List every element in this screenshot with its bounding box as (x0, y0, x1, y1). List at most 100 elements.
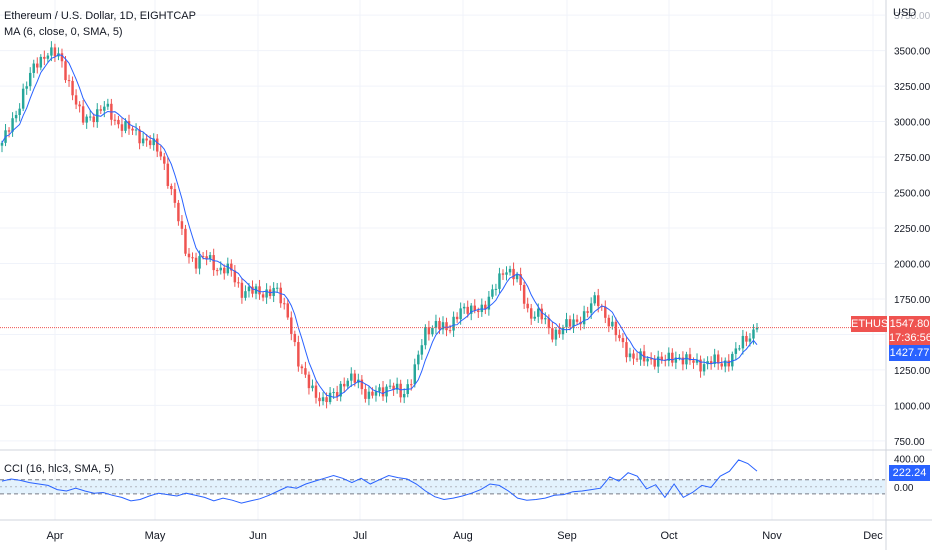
candle (374, 385, 378, 402)
candle-body (360, 379, 364, 390)
candle-body (540, 308, 544, 320)
candle (674, 351, 678, 370)
candle (618, 329, 621, 342)
candle-body (727, 360, 731, 367)
candle-body (265, 289, 268, 298)
countdown-tag: 17:36:56 (889, 330, 932, 346)
candle-body (529, 308, 533, 319)
y-tick-label: 1250.00 (894, 366, 931, 377)
candle-body (342, 383, 346, 387)
candle (688, 347, 692, 365)
cci-legend[interactable]: CCI (16, hlc3, SMA, 5) (4, 463, 115, 475)
candle-body (604, 306, 607, 318)
candle-body (325, 397, 328, 403)
candle-body (103, 106, 106, 111)
candle-body (381, 387, 385, 397)
candle-body (427, 327, 431, 335)
candle (141, 132, 145, 147)
candle (46, 52, 50, 63)
candle-body (748, 338, 752, 342)
candle-body (367, 391, 371, 399)
candle-body (554, 329, 558, 340)
candle-body (244, 291, 247, 298)
candle-body (88, 116, 92, 118)
x-tick-label: Jul (353, 530, 367, 542)
cci-line (1, 459, 758, 504)
candle (621, 333, 625, 348)
candle-body (501, 273, 505, 275)
candle (244, 285, 247, 301)
candle-body (191, 257, 194, 259)
candle-body (39, 56, 43, 68)
candle-body (621, 338, 625, 343)
candle-body (198, 256, 201, 269)
candle-body (180, 221, 184, 229)
candle-body (251, 286, 254, 294)
candle (635, 352, 639, 362)
candle-body (159, 151, 162, 157)
candle-body (184, 228, 187, 254)
cci-band-layer (0, 479, 885, 495)
candle-body (716, 354, 720, 364)
candle (293, 330, 297, 347)
candle-body (230, 263, 233, 271)
ma-line (1, 54, 758, 398)
candle (406, 379, 409, 398)
candle (522, 281, 526, 309)
x-tick-label: Dec (863, 530, 883, 542)
candle-body (582, 311, 586, 325)
candle (134, 123, 138, 136)
candle-body (738, 348, 741, 350)
candle (427, 320, 431, 341)
candle-body (667, 352, 671, 361)
candle-body (293, 333, 297, 343)
candle (540, 303, 544, 324)
candle-body (473, 305, 476, 311)
candle-body (14, 115, 18, 119)
candle (191, 252, 194, 262)
candle (304, 361, 307, 378)
candle (678, 354, 681, 361)
candle-body (724, 360, 727, 367)
candle-body (67, 80, 71, 82)
candle (656, 350, 660, 373)
candle (417, 350, 420, 371)
candle-body (364, 389, 367, 399)
candle-body (71, 80, 74, 96)
candle (388, 379, 392, 389)
candle-body (43, 56, 46, 59)
candle (434, 314, 438, 334)
candle-body (699, 359, 702, 372)
candle (163, 152, 166, 171)
candle-body (85, 116, 88, 123)
candle-body (339, 383, 342, 397)
candle-body (607, 317, 611, 327)
candle (208, 251, 212, 263)
candle (625, 337, 628, 363)
candle (593, 291, 596, 306)
candle (364, 383, 367, 403)
candle-body (201, 256, 205, 258)
ma-series (0, 54, 885, 398)
candle (223, 264, 226, 280)
candle-body (120, 124, 124, 131)
candle-body (477, 310, 480, 313)
candle (67, 74, 71, 87)
candle-body (572, 319, 575, 327)
candle-body (328, 392, 332, 403)
candle-body (134, 129, 138, 131)
candle (614, 317, 618, 342)
candle-body (755, 327, 759, 330)
candle-body (163, 156, 166, 164)
ma-legend[interactable]: MA (6, close, 0, SMA, 5) (4, 26, 123, 38)
candle (159, 145, 162, 161)
symbol-title[interactable]: Ethereum / U.S. Dollar, 1D, EIGHTCAP (4, 10, 196, 22)
candle (50, 41, 53, 62)
candle-body (279, 287, 282, 304)
candle (230, 259, 233, 277)
candle-body (597, 295, 600, 307)
x-tick-label: Aug (453, 530, 473, 542)
candle-body (660, 356, 663, 361)
